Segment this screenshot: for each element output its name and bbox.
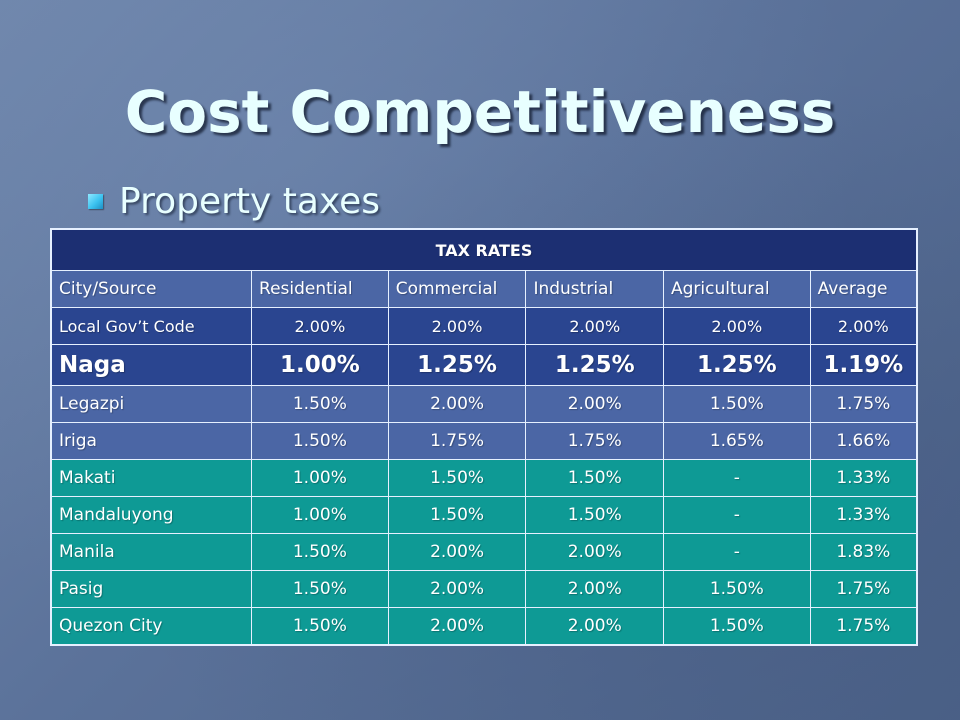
bullet-item: Property taxes	[88, 176, 380, 226]
table-row: Legazpi 1.50% 2.00% 2.00% 1.50% 1.75%	[50, 385, 918, 423]
city-cell: Iriga	[50, 422, 253, 460]
column-header: City/Source	[50, 270, 253, 308]
residential-cell: 1.00%	[251, 496, 389, 534]
commercial-cell: 2.00%	[387, 607, 527, 646]
residential-cell: 1.50%	[251, 422, 389, 460]
residential-cell: 1.00%	[251, 459, 389, 497]
industrial-cell: 1.50%	[525, 459, 665, 497]
commercial-cell: 2.00%	[387, 570, 527, 608]
agricultural-cell: -	[663, 533, 811, 571]
residential-cell: 1.00%	[251, 344, 389, 386]
column-header: Average	[809, 270, 918, 308]
agricultural-cell: -	[663, 496, 811, 534]
table-row: Local Gov’t Code 2.00% 2.00% 2.00% 2.00%…	[50, 307, 918, 345]
table-header-row: City/Source Residential Commercial Indus…	[50, 270, 918, 308]
city-cell: Naga	[50, 344, 253, 386]
industrial-cell: 2.00%	[525, 307, 665, 345]
industrial-cell: 1.50%	[525, 496, 665, 534]
commercial-cell: 1.25%	[387, 344, 527, 386]
agricultural-cell: 1.50%	[663, 385, 811, 423]
column-header: Agricultural	[663, 270, 811, 308]
city-cell: Pasig	[50, 570, 253, 608]
average-cell: 1.19%	[809, 344, 918, 386]
industrial-cell: 2.00%	[525, 607, 665, 646]
column-header: Residential	[251, 270, 389, 308]
agricultural-cell: 1.50%	[663, 570, 811, 608]
residential-cell: 1.50%	[251, 570, 389, 608]
city-cell: Quezon City	[50, 607, 253, 646]
column-header: Industrial	[525, 270, 665, 308]
industrial-cell: 2.00%	[525, 385, 665, 423]
commercial-cell: 1.75%	[387, 422, 527, 460]
agricultural-cell: 1.25%	[663, 344, 811, 386]
bullet-text: Property taxes	[119, 180, 381, 222]
average-cell: 1.33%	[809, 496, 918, 534]
average-cell: 1.75%	[809, 385, 918, 423]
table-title: TAX RATES	[50, 228, 918, 271]
industrial-cell: 2.00%	[525, 570, 665, 608]
industrial-cell: 1.25%	[525, 344, 665, 386]
table-title-row: TAX RATES	[50, 228, 918, 271]
column-header: Commercial	[387, 270, 527, 308]
commercial-cell: 1.50%	[387, 459, 527, 497]
average-cell: 1.66%	[809, 422, 918, 460]
commercial-cell: 2.00%	[387, 307, 527, 345]
city-cell: Local Gov’t Code	[50, 307, 253, 345]
city-cell: Mandaluyong	[50, 496, 253, 534]
commercial-cell: 2.00%	[387, 533, 527, 571]
table-row: Makati 1.00% 1.50% 1.50% - 1.33%	[50, 459, 918, 497]
residential-cell: 1.50%	[251, 607, 389, 646]
city-cell: Manila	[50, 533, 253, 571]
commercial-cell: 1.50%	[387, 496, 527, 534]
table-row: Naga 1.00% 1.25% 1.25% 1.25% 1.19%	[50, 344, 918, 386]
agricultural-cell: 1.65%	[663, 422, 811, 460]
city-cell: Makati	[50, 459, 253, 497]
average-cell: 1.75%	[809, 570, 918, 608]
agricultural-cell: 1.50%	[663, 607, 811, 646]
agricultural-cell: 2.00%	[663, 307, 811, 345]
residential-cell: 2.00%	[251, 307, 389, 345]
table-row: Iriga 1.50% 1.75% 1.75% 1.65% 1.66%	[50, 422, 918, 460]
tax-rates-table: TAX RATES City/Source Residential Commer…	[50, 228, 918, 646]
industrial-cell: 2.00%	[525, 533, 665, 571]
table-row: Pasig 1.50% 2.00% 2.00% 1.50% 1.75%	[50, 570, 918, 608]
commercial-cell: 2.00%	[387, 385, 527, 423]
agricultural-cell: -	[663, 459, 811, 497]
residential-cell: 1.50%	[251, 533, 389, 571]
table-row: Manila 1.50% 2.00% 2.00% - 1.83%	[50, 533, 918, 571]
average-cell: 1.83%	[809, 533, 918, 571]
city-cell: Legazpi	[50, 385, 253, 423]
slide-title: Cost Competitiveness	[124, 78, 836, 146]
table-row: Mandaluyong 1.00% 1.50% 1.50% - 1.33%	[50, 496, 918, 534]
table-row: Quezon City 1.50% 2.00% 2.00% 1.50% 1.75…	[50, 607, 918, 646]
square-bullet-icon	[88, 193, 103, 209]
residential-cell: 1.50%	[251, 385, 389, 423]
average-cell: 1.33%	[809, 459, 918, 497]
average-cell: 1.75%	[809, 607, 918, 646]
average-cell: 2.00%	[809, 307, 918, 345]
industrial-cell: 1.75%	[525, 422, 665, 460]
